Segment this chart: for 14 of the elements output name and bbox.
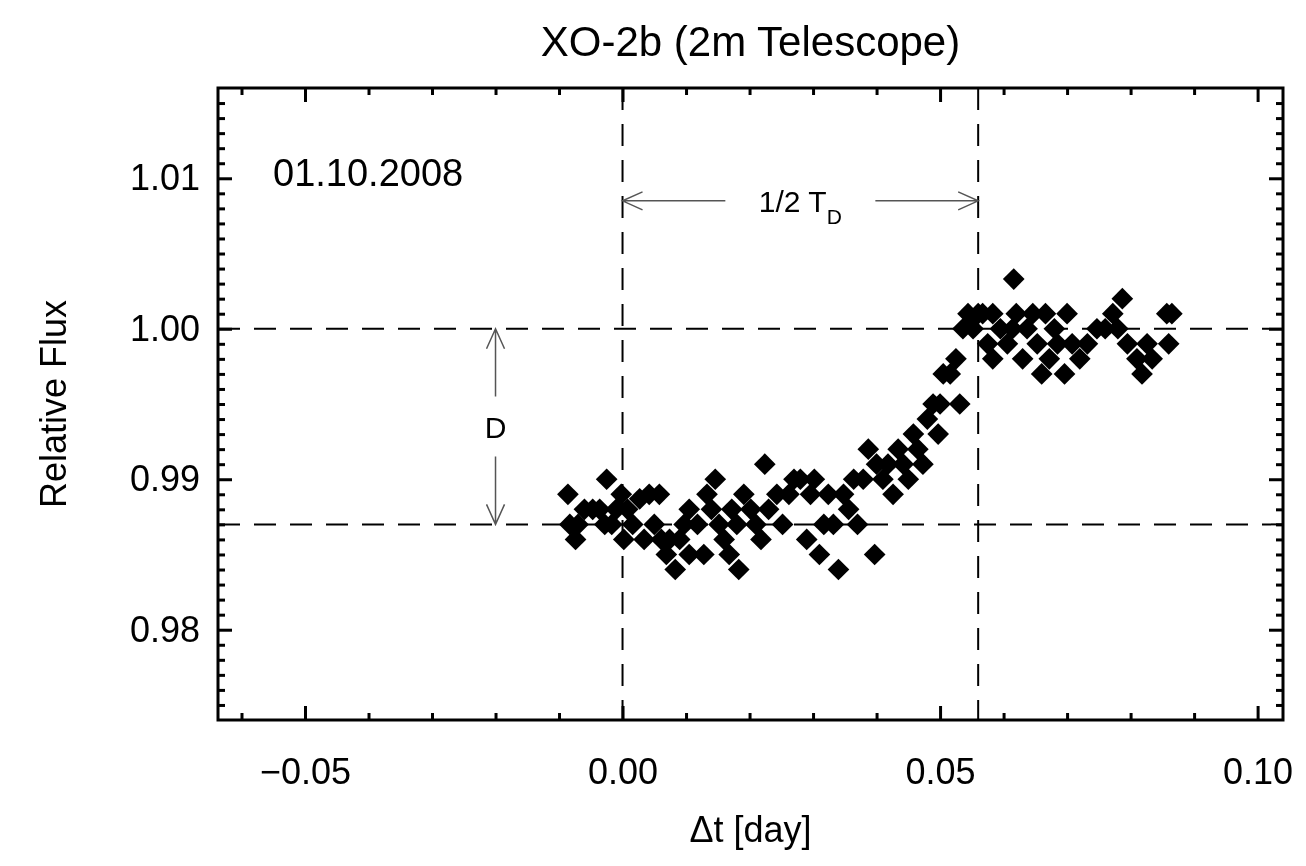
chart-title: XO-2b (2m Telescope) (540, 18, 961, 65)
y-axis-title: Relative Flux (33, 299, 74, 509)
x-axis-title: Δt [day] (689, 809, 812, 850)
y-tick-label: 1.00 (129, 307, 200, 349)
x-tick-label: 0.05 (905, 750, 976, 792)
x-tick-label: 0.00 (588, 750, 659, 792)
annotation: 01.10.2008 (273, 152, 464, 194)
y-tick-label: 1.01 (129, 157, 200, 199)
x-tick-label: −0.05 (259, 750, 352, 792)
annotation: 1/2 T$_{D}$ (758, 184, 842, 228)
annotation: D (484, 410, 507, 444)
y-tick-label: 0.98 (129, 608, 200, 650)
y-tick-label: 0.99 (129, 458, 200, 500)
x-tick-label: 0.10 (1223, 750, 1294, 792)
